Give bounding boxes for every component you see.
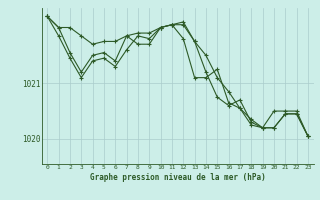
X-axis label: Graphe pression niveau de la mer (hPa): Graphe pression niveau de la mer (hPa) — [90, 173, 266, 182]
